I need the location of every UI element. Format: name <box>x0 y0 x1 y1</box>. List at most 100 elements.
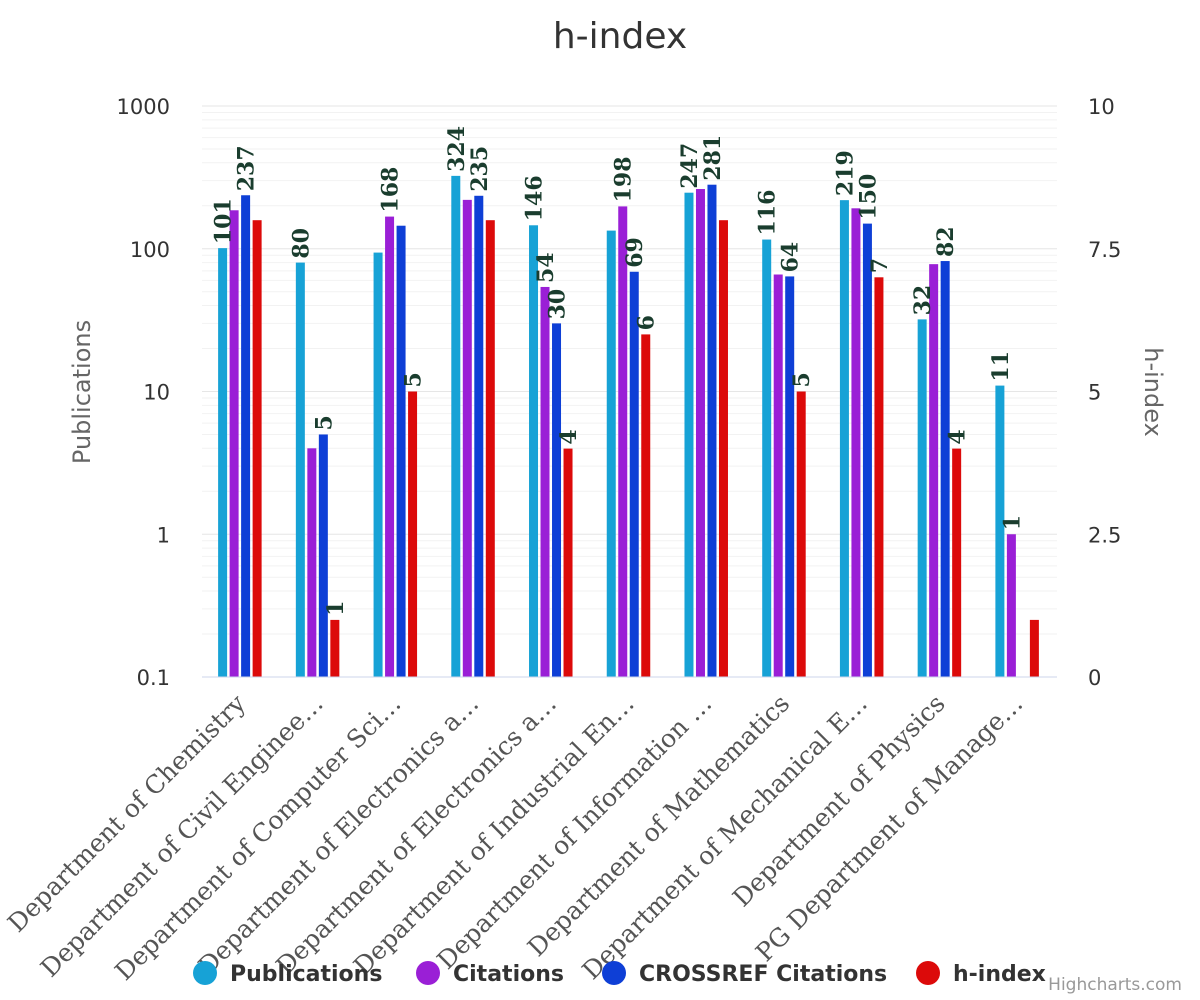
data-label: 235 <box>467 146 493 192</box>
bar-h-index[interactable] <box>330 619 340 677</box>
bar-crossref-citations[interactable] <box>474 195 484 677</box>
y-axis-right: 0 2.5 5 7.5 10 <box>1088 95 1121 690</box>
data-label: 4 <box>945 429 971 444</box>
bar-publications[interactable] <box>218 248 228 677</box>
data-label: 168 <box>378 167 404 213</box>
data-label: 198 <box>611 156 637 202</box>
y-tick-left: 0.1 <box>137 666 170 690</box>
legend-item-publications[interactable]: Publications <box>193 961 382 987</box>
bar-h-index[interactable] <box>952 448 962 677</box>
data-label: 1 <box>999 515 1025 530</box>
y-tick-left: 100 <box>130 238 170 262</box>
bar-crossref-citations[interactable] <box>785 276 795 677</box>
legend: Publications Citations CROSSREF Citations h… <box>193 961 1046 987</box>
bar-h-index[interactable] <box>408 391 418 678</box>
data-label: 237 <box>234 145 260 191</box>
bar-crossref-citations[interactable] <box>862 223 872 677</box>
data-label: 7 <box>867 258 893 273</box>
bar-crossref-citations[interactable] <box>940 261 950 677</box>
data-label: 82 <box>933 226 959 257</box>
bar-h-index[interactable] <box>718 220 728 677</box>
y-tick-left: 1000 <box>117 95 170 119</box>
data-label: 30 <box>545 289 571 320</box>
bar-h-index[interactable] <box>874 277 884 677</box>
data-label: 1 <box>323 601 349 616</box>
bar-publications[interactable] <box>606 230 616 678</box>
bar-publications[interactable] <box>451 175 461 678</box>
y-tick-right: 7.5 <box>1088 238 1121 262</box>
legend-marker <box>602 961 626 985</box>
legend-item-h-index[interactable]: h-index <box>916 961 1046 987</box>
legend-marker <box>416 961 440 985</box>
bar-crossref-citations[interactable] <box>241 195 251 677</box>
bar-h-index[interactable] <box>563 448 573 677</box>
data-label: 281 <box>700 135 726 181</box>
bar-citations[interactable] <box>695 189 705 678</box>
legend-label: Publications <box>230 962 382 987</box>
data-label: 324 <box>444 126 470 172</box>
data-label: 101 <box>211 198 237 244</box>
bar-crossref-citations[interactable] <box>396 225 406 677</box>
bar-citations[interactable] <box>851 208 861 677</box>
x-tick-label: Department of Computer Sci… <box>109 689 406 986</box>
y-tick-left: 10 <box>143 381 170 405</box>
x-tick-label: Department of Electronics a… <box>193 689 485 981</box>
x-tick-label: Department of Electronics a… <box>270 689 562 981</box>
bar-crossref-citations[interactable] <box>707 184 717 677</box>
data-label: 150 <box>855 174 881 220</box>
bar-publications[interactable] <box>762 239 772 677</box>
bar-citations[interactable] <box>929 264 939 677</box>
bar-publications[interactable] <box>917 319 927 677</box>
x-tick-label: Department of Mechanical E… <box>577 689 873 985</box>
bar-h-index[interactable] <box>252 220 262 677</box>
legend-label: h-index <box>953 962 1046 987</box>
bar-citations[interactable] <box>618 206 628 677</box>
bar-h-index[interactable] <box>796 391 806 678</box>
bars <box>218 175 1039 678</box>
y-axis-left: 0.1 1 10 100 1000 <box>117 95 170 690</box>
bar-publications[interactable] <box>684 192 694 677</box>
y-tick-right: 2.5 <box>1088 523 1121 547</box>
bar-crossref-citations[interactable] <box>318 434 328 677</box>
data-label: 4 <box>556 429 582 444</box>
bar-publications[interactable] <box>529 225 539 677</box>
bar-h-index[interactable] <box>1029 619 1039 677</box>
data-label: 247 <box>677 143 703 189</box>
x-tick-label: Department of Information … <box>431 689 717 975</box>
chart-title: h-index <box>553 16 687 57</box>
bar-citations[interactable] <box>540 286 550 677</box>
data-label: 219 <box>832 150 858 196</box>
x-tick-label: Department of Civil Enginee… <box>35 689 329 983</box>
legend-label: Citations <box>453 962 564 987</box>
bar-citations[interactable] <box>229 210 239 677</box>
bar-publications[interactable] <box>373 252 383 677</box>
bar-publications[interactable] <box>295 262 305 677</box>
y-axis-right-title: h-index <box>1139 347 1167 437</box>
bar-citations[interactable] <box>462 199 472 678</box>
data-label: 54 <box>533 252 559 283</box>
legend-item-crossref-citations[interactable]: CROSSREF Citations <box>602 961 887 987</box>
x-tick-label: Department of Industrial En… <box>348 689 640 981</box>
bar-publications[interactable] <box>839 200 849 677</box>
credits[interactable]: Highcharts.com <box>1048 975 1182 995</box>
y-axis-left-title: Publications <box>68 320 96 464</box>
bar-crossref-citations[interactable] <box>552 323 562 677</box>
bar-h-index[interactable] <box>641 334 651 677</box>
y-tick-right: 0 <box>1088 666 1101 690</box>
bar-citations[interactable] <box>307 448 317 677</box>
bar-crossref-citations[interactable] <box>629 271 639 677</box>
gridlines <box>202 105 1057 635</box>
data-label: 69 <box>622 237 648 268</box>
data-label: 5 <box>401 372 427 387</box>
bar-h-index[interactable] <box>485 220 495 677</box>
legend-item-citations[interactable]: Citations <box>416 961 564 987</box>
bar-citations[interactable] <box>1006 534 1016 677</box>
bar-publications[interactable] <box>995 385 1005 677</box>
bar-citations[interactable] <box>385 216 395 677</box>
legend-marker <box>193 961 217 985</box>
bar-citations[interactable] <box>773 274 783 677</box>
legend-label: CROSSREF Citations <box>639 962 887 987</box>
data-label: 6 <box>634 315 660 330</box>
data-label: 146 <box>522 175 548 221</box>
